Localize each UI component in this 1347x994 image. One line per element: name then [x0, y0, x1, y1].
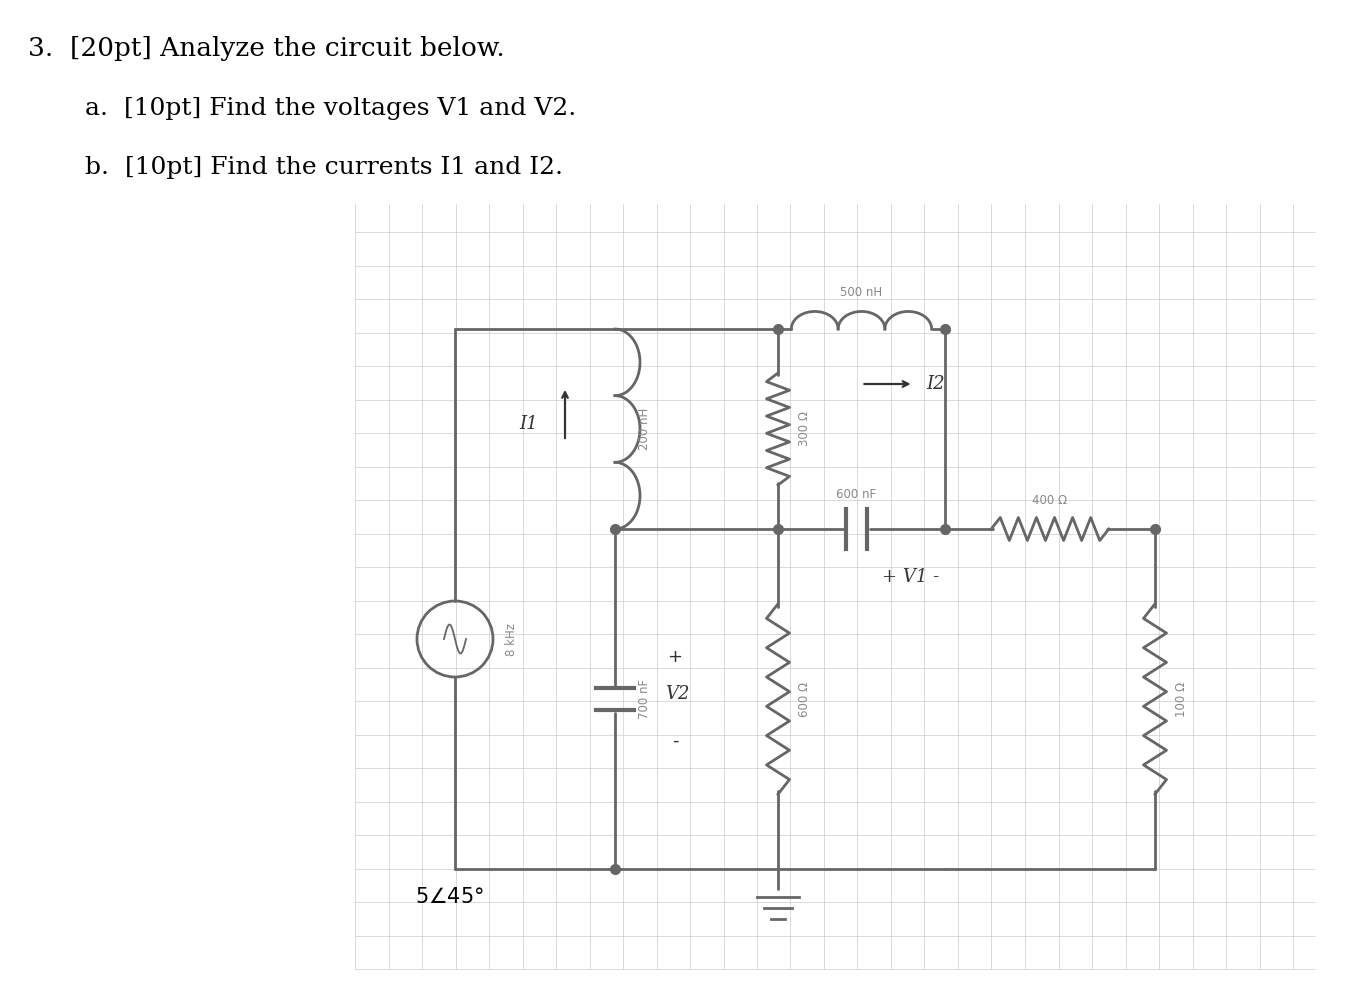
Text: + V1 -: + V1 -: [881, 568, 939, 586]
Text: 8 kHz: 8 kHz: [505, 622, 519, 655]
Text: 600 nF: 600 nF: [836, 488, 877, 501]
Text: 600 Ω: 600 Ω: [797, 682, 811, 717]
Text: 700 nF: 700 nF: [638, 679, 651, 719]
Text: 300 Ω: 300 Ω: [797, 412, 811, 446]
Text: -: -: [672, 732, 679, 750]
Text: $5\angle45°$: $5\angle45°$: [415, 887, 485, 907]
Text: a.  [10pt] Find the voltages V1 and V2.: a. [10pt] Find the voltages V1 and V2.: [85, 97, 577, 120]
Text: V2: V2: [665, 685, 690, 703]
Text: 200 nH: 200 nH: [638, 408, 651, 450]
Text: I2: I2: [927, 375, 946, 393]
Text: I1: I1: [520, 415, 539, 433]
Text: 400 Ω: 400 Ω: [1032, 494, 1068, 507]
Text: 3.  [20pt] Analyze the circuit below.: 3. [20pt] Analyze the circuit below.: [28, 36, 505, 61]
Text: 100 Ω: 100 Ω: [1175, 682, 1188, 717]
Text: b.  [10pt] Find the currents I1 and I2.: b. [10pt] Find the currents I1 and I2.: [85, 156, 563, 179]
Text: 500 nH: 500 nH: [841, 286, 882, 299]
Text: +: +: [668, 648, 683, 666]
